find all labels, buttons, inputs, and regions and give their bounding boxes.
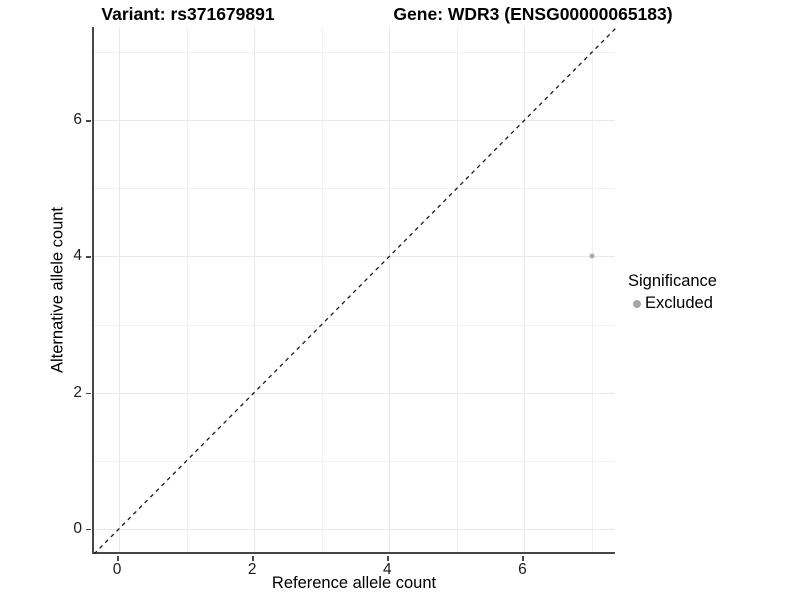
y-tick-label: 2 bbox=[73, 383, 82, 401]
legend-key-dot bbox=[633, 299, 641, 308]
major-gridline-h bbox=[94, 256, 615, 258]
x-axis-label: Reference allele count bbox=[271, 574, 437, 592]
major-gridline-v bbox=[524, 27, 526, 552]
x-tick-mark bbox=[252, 556, 254, 561]
y-tick-label: 4 bbox=[73, 247, 82, 265]
x-tick-mark bbox=[387, 556, 389, 561]
legend-title: Significance bbox=[628, 272, 717, 290]
y-tick-mark bbox=[86, 120, 91, 122]
x-tick-label: 2 bbox=[247, 561, 257, 578]
legend: Significance Excluded bbox=[628, 272, 717, 313]
major-gridline-v bbox=[389, 27, 391, 552]
major-gridline-v bbox=[254, 27, 256, 552]
plot-panel bbox=[92, 27, 617, 554]
minor-gridline-v bbox=[186, 27, 188, 552]
minor-gridline-h bbox=[94, 188, 615, 190]
minor-gridline-v bbox=[321, 27, 323, 552]
y-tick-mark bbox=[86, 256, 91, 258]
x-tick-mark bbox=[117, 556, 119, 561]
minor-gridline-v bbox=[591, 27, 593, 552]
data-point bbox=[589, 253, 595, 259]
x-tick-label: 6 bbox=[518, 561, 527, 578]
gene-title: Gene: WDR3 (ENSG00000065183) bbox=[393, 4, 673, 24]
x-tick-mark bbox=[522, 556, 524, 561]
y-tick-label: 0 bbox=[73, 519, 82, 537]
minor-gridline-h bbox=[94, 324, 615, 326]
minor-gridline-v bbox=[456, 27, 458, 552]
major-gridline-h bbox=[94, 392, 615, 394]
legend-entry-label: Excluded bbox=[645, 294, 713, 312]
y-tick-mark bbox=[86, 392, 91, 395]
y-tick-label: 6 bbox=[73, 111, 82, 129]
x-tick-label: 4 bbox=[382, 561, 392, 578]
major-gridline-h bbox=[94, 528, 615, 530]
y-tick-mark bbox=[86, 528, 91, 531]
legend-entry: Excluded bbox=[628, 294, 717, 313]
major-gridline-v bbox=[119, 27, 120, 552]
variant-title: Variant: rs371679891 bbox=[101, 4, 275, 24]
major-gridline-h bbox=[94, 120, 615, 122]
legend-entries: Excluded bbox=[628, 294, 717, 313]
minor-gridline-h bbox=[94, 460, 615, 462]
identity-line bbox=[94, 27, 617, 554]
y-axis-label: Alternative allele count bbox=[48, 206, 67, 374]
minor-gridline-h bbox=[94, 52, 615, 54]
x-tick-label: 0 bbox=[112, 561, 122, 578]
